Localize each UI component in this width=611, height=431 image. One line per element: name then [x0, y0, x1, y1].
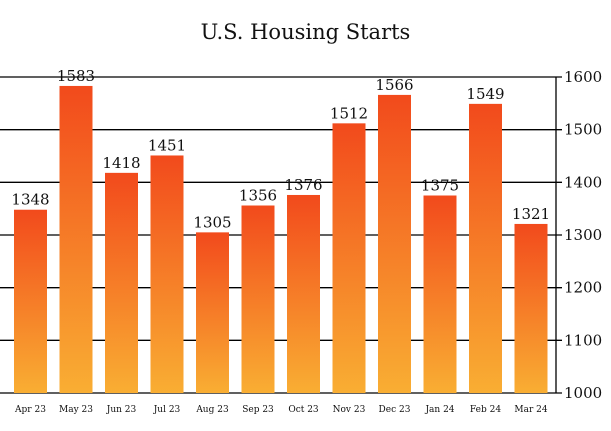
- bar: [14, 209, 47, 393]
- bar-value-label: 1348: [11, 191, 49, 209]
- bar-value-label: 1566: [375, 76, 413, 94]
- x-tick-label: Mar 24: [514, 405, 547, 415]
- bar: [423, 195, 457, 393]
- bar: [196, 232, 229, 393]
- x-axis-labels: Apr 23 May 23 Jun 23 Jul 23 Aug 23 Sep 23 Oct …: [14, 405, 548, 415]
- y-tick-label: 1500: [564, 121, 602, 139]
- bar: [469, 103, 502, 394]
- y-tick-label: 1300: [564, 226, 602, 244]
- bar: [105, 172, 138, 393]
- bar-value-label: 1376: [284, 176, 322, 194]
- bar: [150, 155, 184, 393]
- bar: [378, 94, 411, 393]
- bar: [241, 205, 275, 393]
- x-tick-label: Nov 23: [333, 405, 366, 415]
- x-tick-label: Jun 23: [106, 405, 137, 415]
- x-tick-label: Sep 23: [242, 405, 274, 415]
- bar-value-label: 1512: [330, 104, 368, 122]
- bar: [332, 123, 366, 393]
- bar-value-label: 1321: [512, 205, 550, 223]
- bars: [14, 85, 548, 394]
- x-tick-label: Dec 23: [379, 405, 411, 415]
- y-tick-label: 1100: [564, 331, 602, 349]
- y-axis: 1000 1100 1200 1300 1400 1500 1600: [555, 68, 602, 402]
- x-tick-label: Apr 23: [14, 405, 46, 415]
- bar: [514, 223, 548, 393]
- x-tick-label: Aug 23: [195, 405, 229, 415]
- bar-value-label: 1418: [102, 154, 140, 172]
- data-labels: 1348 1583 1418 1451 1305 1356 1376 1512 1566 1375…: [11, 67, 550, 231]
- bar-value-label: 1549: [466, 85, 504, 103]
- bar: [287, 194, 320, 393]
- x-tick-label: Jul 23: [153, 405, 181, 415]
- chart-title: U.S. Housing Starts: [200, 20, 411, 44]
- bar-value-label: 1451: [148, 136, 186, 154]
- y-tick-label: 1200: [564, 279, 602, 297]
- bar-value-label: 1305: [193, 213, 231, 231]
- bar-value-label: 1583: [57, 67, 95, 85]
- gridlines: [0, 76, 562, 394]
- x-tick-label: Oct 23: [288, 405, 319, 415]
- y-tick-label: 1000: [564, 384, 602, 402]
- x-tick-label: Jan 24: [424, 405, 454, 415]
- y-tick-label: 1600: [564, 68, 602, 86]
- bar-value-label: 1375: [421, 177, 459, 195]
- bar-value-label: 1356: [239, 187, 277, 205]
- x-tick-label: Feb 24: [470, 405, 501, 415]
- y-tick-label: 1400: [564, 173, 602, 191]
- x-tick-label: May 23: [59, 405, 93, 415]
- bar: [59, 85, 93, 393]
